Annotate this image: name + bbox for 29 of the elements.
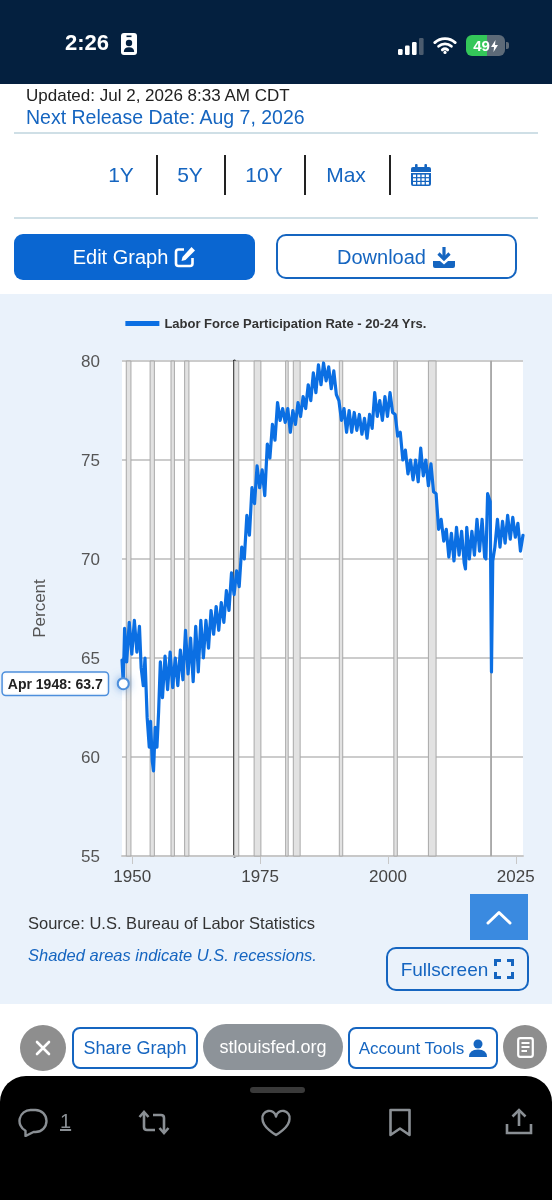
- x-tick-label: 1950: [113, 867, 152, 886]
- account-button: Account Tools: [348, 1027, 498, 1069]
- legend-label: Labor Force Participation Rate - 20-24 Yrs.: [164, 316, 427, 331]
- text: Updated: Jul 2, 2026 8:33 AM CDT: [26, 86, 290, 106]
- text: Next Release Date: Aug 7, 2026: [26, 106, 305, 129]
- text: Shaded areas indicate U.S. recessions.: [28, 945, 317, 965]
- text: 5Y: [177, 162, 203, 187]
- text: 2:26: [65, 30, 110, 56]
- text: 1Y: [108, 162, 134, 187]
- source-note: Source: U.S. Bureau of Labor Statistics: [28, 913, 316, 933]
- fullscreen-button: Fullscreen: [386, 947, 529, 991]
- y-tick-label: 70: [81, 549, 100, 569]
- x-tick-label: 2000: [369, 867, 407, 886]
- address-pill: stlouisfed.org: [203, 1024, 343, 1070]
- edit-button: Edit Graph: [14, 234, 255, 280]
- annotation: Apr 1948: 63.7: [7, 675, 103, 692]
- y-axis-title: Percent: [30, 578, 49, 638]
- text: Max: [326, 162, 366, 187]
- x-tick-label: 1975: [241, 867, 279, 886]
- text: 10Y: [245, 162, 283, 187]
- y-tick-label: 65: [81, 648, 100, 668]
- y-tick-label: 55: [81, 846, 100, 866]
- y-tick-label: 60: [81, 747, 100, 767]
- x-tick-label: 2025: [496, 867, 535, 886]
- download-button: Download: [276, 234, 517, 279]
- y-tick-label: 75: [81, 450, 100, 470]
- y-tick-label: 80: [81, 351, 100, 371]
- share-button: Share Graph: [72, 1027, 198, 1069]
- text: 1: [60, 1109, 72, 1133]
